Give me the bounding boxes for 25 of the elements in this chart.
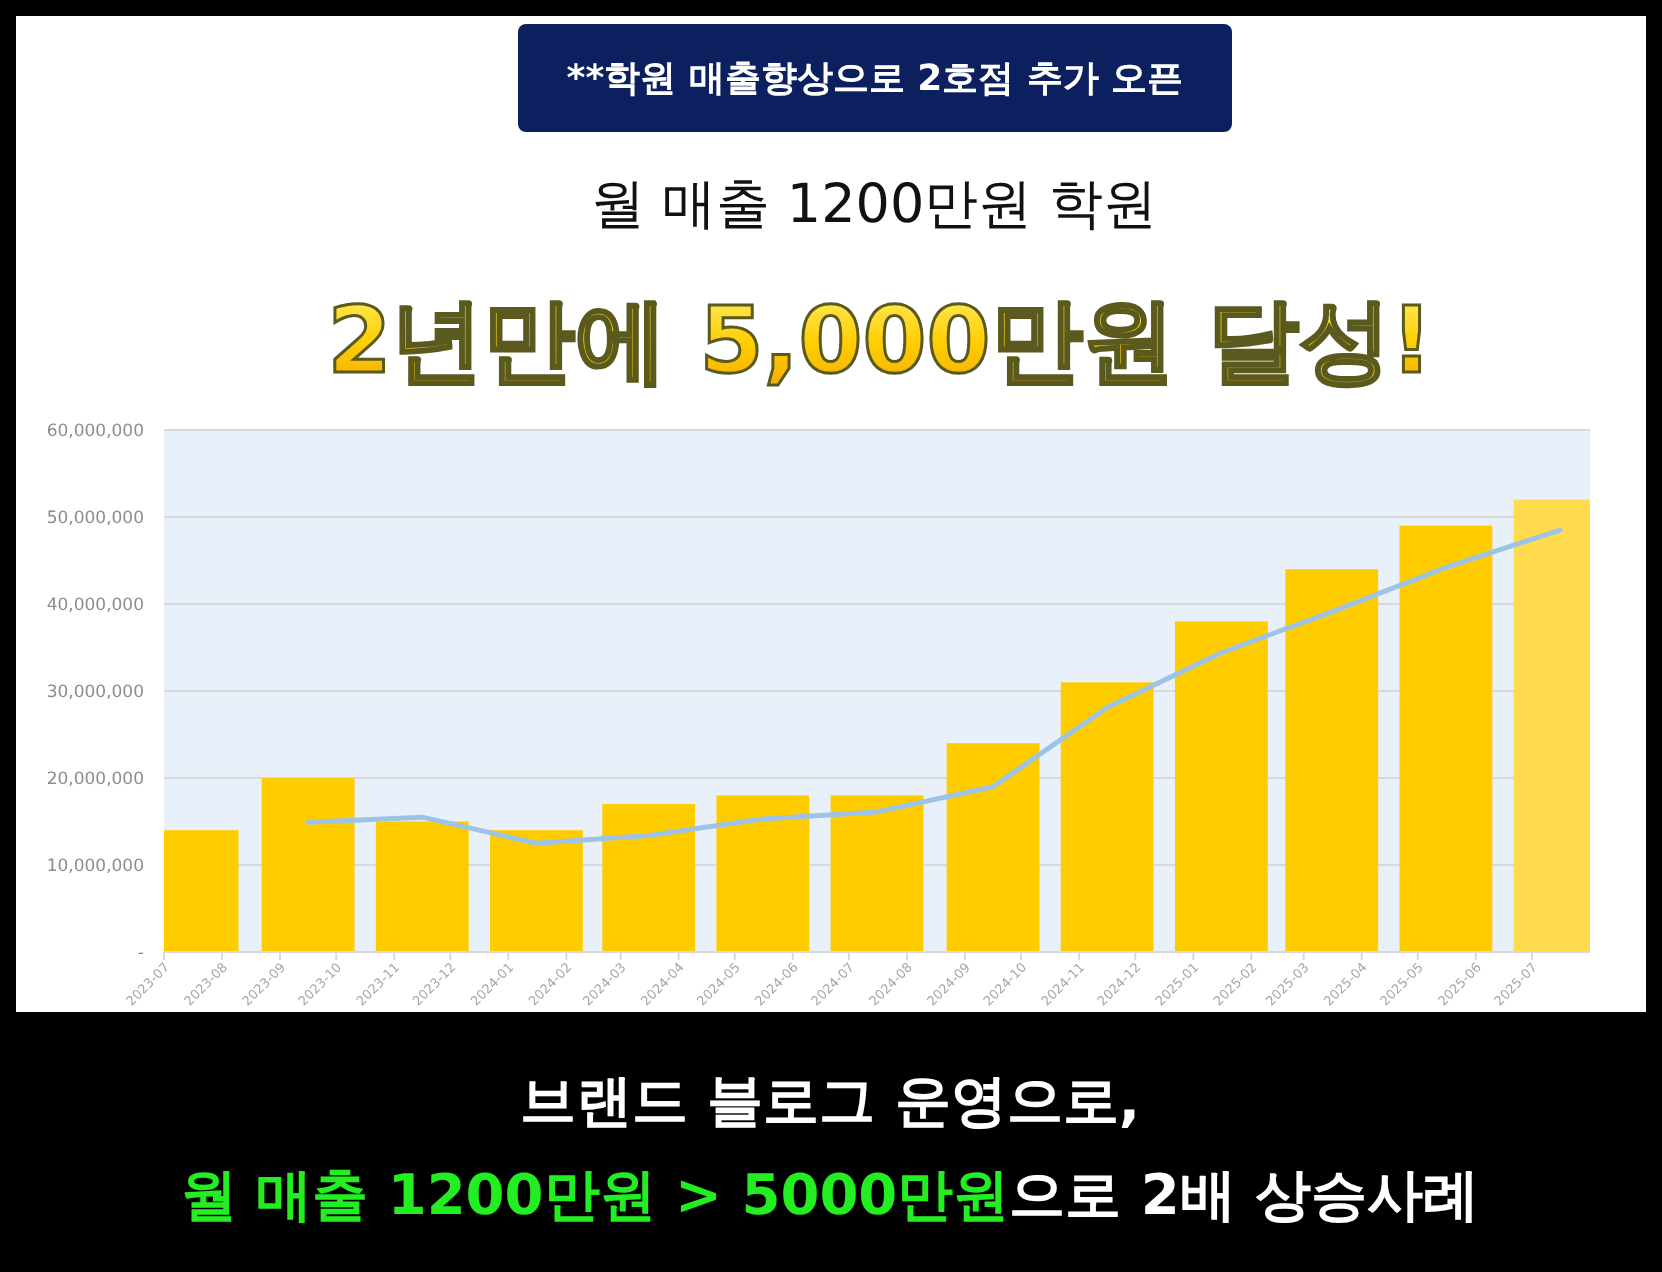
- line-series: [305, 527, 1563, 846]
- y-tick-label: 20,000,000: [46, 770, 144, 790]
- bar: [602, 804, 696, 952]
- y-tick-label: 50,000,000: [46, 509, 144, 529]
- bar: [1060, 682, 1154, 952]
- y-tick-label: 40,000,000: [46, 596, 144, 616]
- y-tick-label: 60,000,000: [46, 422, 144, 442]
- bar: [1399, 525, 1493, 952]
- text: 으로 2배 상승사례: [1009, 1162, 1480, 1228]
- bar: [716, 795, 810, 952]
- bar: [946, 743, 1040, 952]
- text: 브랜드 블로그 운영으로,: [519, 1068, 1141, 1134]
- bar: [261, 778, 355, 952]
- y-tick-label: 30,000,000: [46, 683, 144, 703]
- bar: [375, 821, 469, 952]
- text: **학원 매출향상으로 2호점 추가 오픈: [566, 58, 1184, 100]
- y-tick-label: -: [137, 944, 144, 964]
- bar: [830, 795, 924, 952]
- chart-subtitle: 월 매출 1200만원 학원: [590, 174, 1158, 236]
- bar: [1285, 569, 1379, 952]
- y-tick-label: 10,000,000: [46, 857, 144, 877]
- bar: [490, 830, 583, 952]
- bar: [1174, 621, 1268, 952]
- chart-title: 2년만에 5,000만원 달성!: [327, 286, 1433, 394]
- text: 월 매출 1200만원 > 5000만원: [180, 1162, 1010, 1228]
